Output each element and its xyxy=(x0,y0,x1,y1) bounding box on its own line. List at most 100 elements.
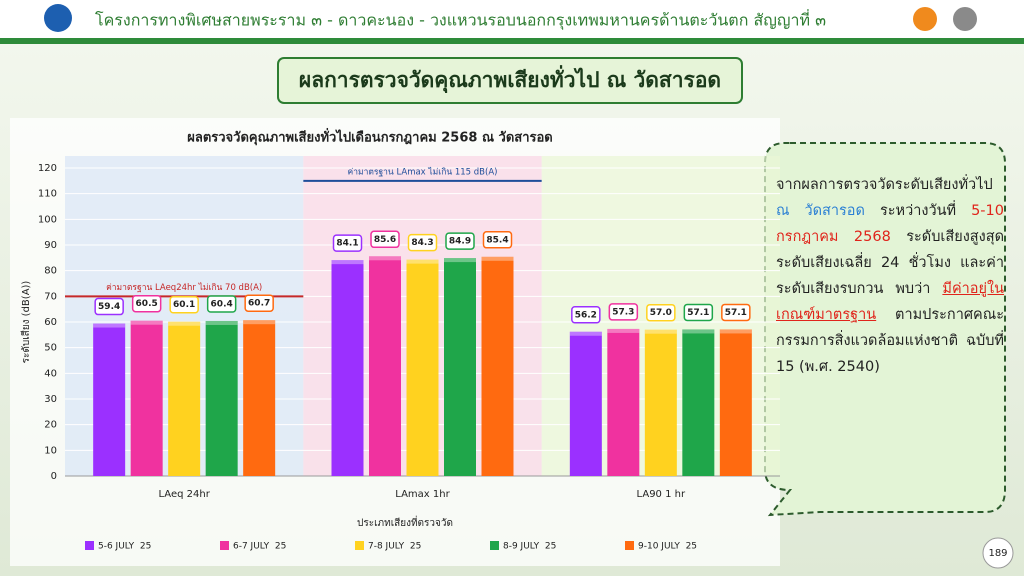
data-label-box xyxy=(131,294,162,313)
bar-highlight xyxy=(130,320,163,325)
legend-label: 9-10 JULY 25 xyxy=(638,542,697,552)
data-label: 60.5 xyxy=(136,299,158,309)
heading-box xyxy=(277,57,743,104)
data-label-box xyxy=(94,297,124,316)
text: ตามประกาศคณะกรรมการสิ่งแวดล้อมแห่งชาติ ฉ… xyxy=(776,307,1004,375)
data-label-box xyxy=(407,233,438,252)
y-tick-label: 100 xyxy=(38,214,57,225)
y-tick-label: 60 xyxy=(44,317,57,328)
data-label: 56.2 xyxy=(575,310,597,320)
bar-highlight xyxy=(569,331,602,336)
x-tick-label: LAmax 1hr xyxy=(395,489,450,500)
logo xyxy=(953,7,977,31)
y-tick-label: 20 xyxy=(44,420,57,431)
y-tick-label: 90 xyxy=(44,240,57,251)
header-bar xyxy=(0,0,1024,38)
data-label: 85.4 xyxy=(486,235,508,245)
chart-title: ผลตรวจวัดคุณภาพเสียงทั่วไปเดือนกรกฎาคม 2… xyxy=(187,128,553,146)
bar-highlight xyxy=(406,259,439,264)
data-label: 60.1 xyxy=(173,300,195,310)
bar xyxy=(93,323,126,476)
y-tick-label: 40 xyxy=(44,368,57,379)
bar xyxy=(130,320,163,476)
bar-highlight xyxy=(682,329,715,334)
page-badge xyxy=(982,537,1014,569)
limit-label: ค่ามาตรฐาน LAeq24hr ไม่เกิน 70 dB(A) xyxy=(106,282,262,293)
legend-label: 7-8 JULY 25 xyxy=(368,542,421,552)
legend-swatch xyxy=(355,541,364,550)
y-tick-label: 120 xyxy=(38,163,57,174)
logo xyxy=(44,4,72,32)
data-label-box xyxy=(445,232,475,250)
bar xyxy=(719,329,752,476)
data-label: 59.4 xyxy=(98,302,120,312)
legend-swatch xyxy=(625,541,634,550)
legend-label: 6-7 JULY 25 xyxy=(233,542,286,552)
data-label: 84.1 xyxy=(336,239,358,249)
bar xyxy=(569,331,602,476)
bar-highlight xyxy=(168,321,201,326)
bar-highlight xyxy=(607,328,640,333)
limit-label: ค่ามาตรฐาน LAmax ไม่เกิน 115 dB(A) xyxy=(348,166,498,177)
x-axis-label: ประเภทเสียงที่ตรวจวัด xyxy=(357,515,453,529)
bar xyxy=(168,321,201,476)
bar xyxy=(644,329,677,476)
data-label: 57.1 xyxy=(687,308,709,318)
bar xyxy=(331,260,364,476)
callout-bubble xyxy=(764,142,1006,517)
legend-label: 5-6 JULY 25 xyxy=(98,542,151,552)
y-tick-label: 0 xyxy=(51,471,57,482)
data-label: 57.3 xyxy=(612,307,634,317)
data-label-box xyxy=(683,303,714,322)
bar-highlight xyxy=(331,260,364,265)
data-label-box xyxy=(244,294,274,312)
slide-heading: ผลการตรวจวัดคุณภาพเสียงทั่วไป ณ วัดสารอด xyxy=(299,64,721,94)
callout-text: จากผลการตรวจวัดระดับเสียงทั่วไป ณ วัดสาร… xyxy=(776,172,1004,380)
legend-swatch xyxy=(220,541,229,550)
bar xyxy=(607,328,640,476)
text: มีค่าอยู่ในเกณฑ์มาตรฐาน xyxy=(776,281,1004,323)
bar-highlight xyxy=(93,323,126,328)
data-label: 57.0 xyxy=(650,308,672,318)
bar-highlight xyxy=(369,256,401,261)
text: จากผลการตรวจวัดระดับเสียงทั่วไป xyxy=(776,177,993,193)
header-stripe xyxy=(0,38,1024,44)
data-label-box xyxy=(370,230,400,249)
bar xyxy=(369,256,401,476)
y-tick-label: 10 xyxy=(44,445,57,456)
bar xyxy=(205,320,238,476)
y-tick-label: 110 xyxy=(38,189,57,200)
data-label-box xyxy=(169,295,199,314)
data-label-box xyxy=(646,303,676,322)
data-label: 85.6 xyxy=(374,235,396,245)
page-number: 189 xyxy=(988,548,1007,559)
text: ณ วัดสารอด xyxy=(776,203,865,219)
bar-highlight xyxy=(719,329,752,334)
data-label-box xyxy=(721,303,751,322)
data-label-box xyxy=(608,303,639,321)
bar-highlight xyxy=(243,320,276,325)
data-label-box xyxy=(571,306,601,324)
text: ระดับเสียงสูงสุด ระดับเสียงเฉลี่ย 24 ชั่… xyxy=(776,229,1004,297)
data-label: 60.7 xyxy=(248,299,270,309)
bar xyxy=(444,258,476,476)
data-label: 57.1 xyxy=(725,308,747,318)
header-title: โครงการทางพิเศษสายพระราม ๓ - ดาวคะนอง - … xyxy=(95,9,826,31)
y-tick-label: 50 xyxy=(44,343,57,354)
bar xyxy=(682,329,715,476)
x-tick-label: LA90 1 hr xyxy=(637,489,686,500)
y-tick-label: 70 xyxy=(44,291,57,302)
bar xyxy=(406,259,439,476)
y-tick-label: 30 xyxy=(44,394,57,405)
x-tick-label: LAeq 24hr xyxy=(159,489,211,500)
data-label: 60.4 xyxy=(211,299,233,309)
data-label: 84.9 xyxy=(449,237,471,247)
data-label-box xyxy=(482,231,513,249)
legend-swatch xyxy=(85,541,94,550)
bar-highlight xyxy=(644,329,677,334)
bar xyxy=(243,320,276,476)
bar-highlight xyxy=(481,256,514,261)
y-axis-label: ระดับเสียง (dB(A)) xyxy=(20,281,32,364)
